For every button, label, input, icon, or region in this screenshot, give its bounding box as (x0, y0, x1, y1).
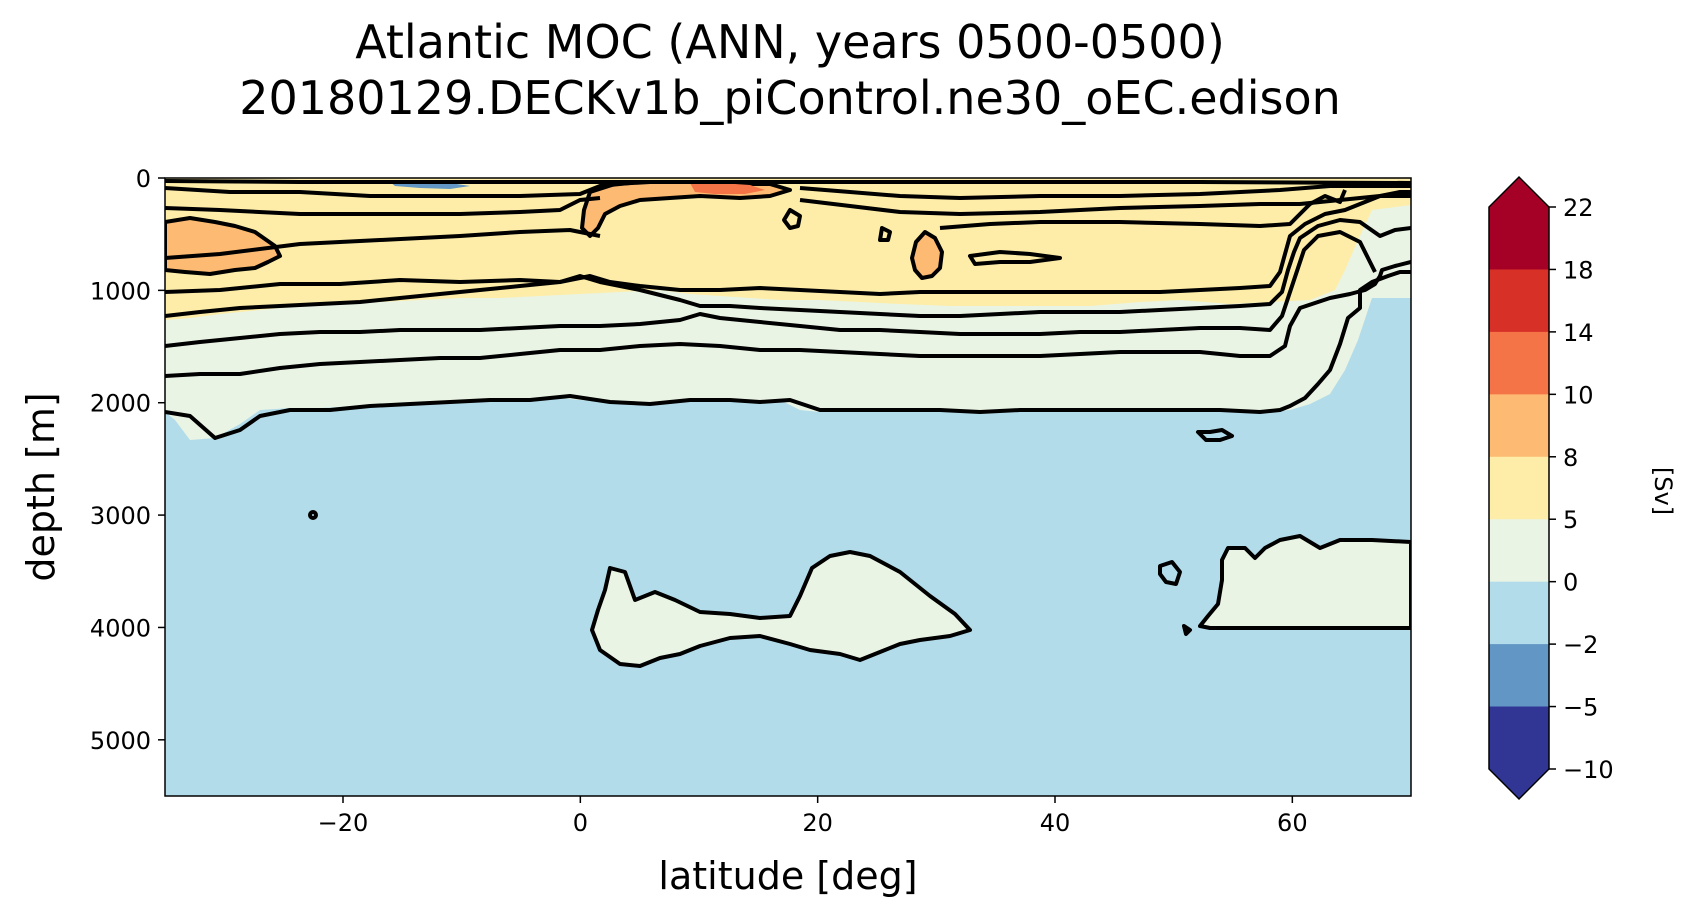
colorbar-tick-label: 14 (1563, 319, 1594, 347)
plot-frame (164, 177, 1412, 797)
contour-line-surface-2 (165, 180, 1411, 200)
colorbar-tick-label: 8 (1563, 444, 1578, 472)
x-tick-label: −20 (318, 809, 369, 837)
y-tick-label: 2000 (90, 390, 151, 418)
y-axis-ticks: 0 1000 2000 3000 4000 5000 (90, 165, 165, 755)
colorbar-label: [Sv] (1649, 467, 1677, 515)
contour-line-level-5 (165, 189, 1347, 260)
small-contour-blob-6 (1182, 624, 1192, 636)
y-tick-label: 3000 (90, 502, 151, 530)
x-tick-label: 20 (802, 809, 833, 837)
colorbar-tick-label: 10 (1563, 381, 1594, 409)
colorbar-segment (1489, 331, 1549, 395)
y-axis-label: depth [m] (19, 392, 63, 581)
contour-line-level-neg2a (165, 260, 1411, 378)
contour-fill-group (165, 178, 1411, 796)
small-contour-blob-1 (782, 208, 802, 230)
fill-region-8-to-10-west (165, 216, 282, 276)
colorbar-segment (1489, 394, 1549, 458)
contour-line-level-8 (165, 194, 1411, 216)
contour-line-level-2 (165, 190, 1411, 296)
deep-positive-island-2 (1198, 534, 1411, 630)
y-tick-label: 5000 (90, 727, 151, 755)
x-tick-label: 0 (573, 809, 588, 837)
small-contour-blob-4 (1196, 428, 1234, 442)
colorbar-tick-label: 22 (1563, 194, 1594, 222)
colorbar-tick-label: 18 (1563, 256, 1594, 284)
colorbar-segment (1489, 456, 1549, 520)
colorbar-tick-label: −5 (1563, 694, 1598, 722)
colorbar-segment (1489, 177, 1549, 270)
contour-line-level-neg2b (165, 270, 1411, 440)
y-tick-label: 0 (136, 165, 151, 193)
x-tick-label: 40 (1040, 809, 1071, 837)
chart-title: Atlantic MOC (ANN, years 0500-0500) 2018… (0, 14, 1580, 126)
y-tick-label: 4000 (90, 614, 151, 642)
small-contour-blob-5 (1158, 560, 1182, 586)
fill-region-10-to-14 (690, 183, 765, 194)
y-tick-label: 1000 (90, 277, 151, 305)
fill-region-5-to-8 (165, 178, 1411, 320)
colorbar: −10 −5 −2 0 5 8 10 14 18 22 (1488, 175, 1614, 801)
colorbar-tick-label: 0 (1563, 569, 1578, 597)
contour-line-surface (165, 179, 1411, 185)
chart-title-line-1: Atlantic MOC (ANN, years 0500-0500) (355, 15, 1225, 69)
small-contour-dot (308, 510, 318, 520)
x-tick-label: 60 (1277, 809, 1308, 837)
colorbar-tick-label: −10 (1563, 756, 1614, 784)
colorbar-segment (1489, 519, 1549, 583)
fill-region-8-to-10-island (910, 230, 944, 280)
colorbar-segment (1489, 581, 1549, 645)
x-axis-ticks: −20 0 20 40 60 (318, 796, 1308, 837)
deep-positive-island-1 (590, 550, 972, 668)
x-axis-label: latitude [deg] (658, 854, 917, 898)
contour-lines-group (165, 179, 1411, 636)
colorbar-tick-label: 5 (1563, 506, 1578, 534)
contour-line-level-0 (165, 218, 1411, 318)
colorbar-segment (1489, 644, 1549, 708)
colorbar-tick-label: −2 (1563, 631, 1598, 659)
contour-line-level-neg1 (165, 230, 1377, 348)
small-contour-blob-3 (968, 250, 1062, 266)
colorbar-segment (1489, 706, 1549, 799)
colorbar-segment (1489, 269, 1549, 333)
chart-title-line-2: 20180129.DECKv1b_piControl.ne30_oEC.edis… (239, 71, 1341, 125)
small-contour-blob-2 (878, 226, 892, 242)
